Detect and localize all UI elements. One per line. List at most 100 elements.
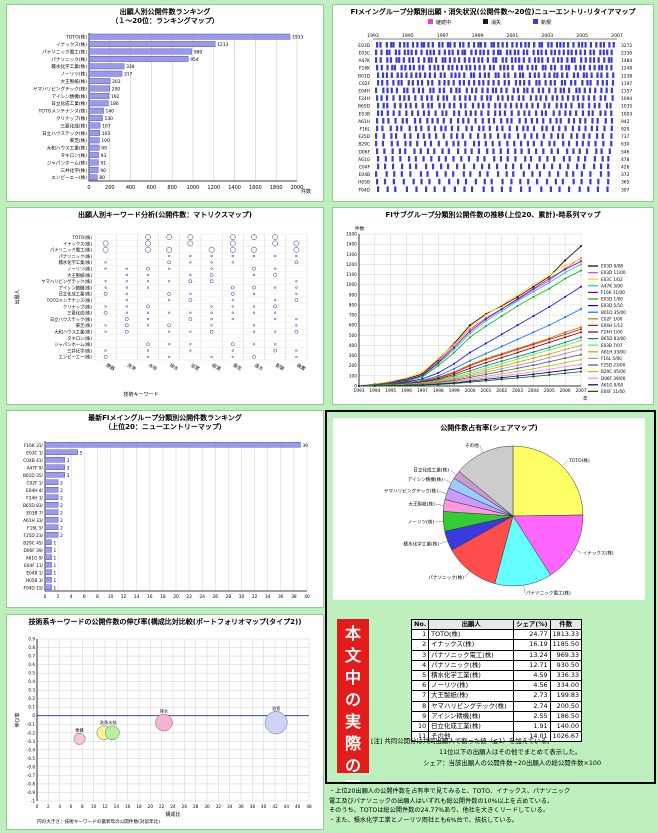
entry-mark — [487, 118, 490, 124]
matrix-bubble — [189, 273, 192, 277]
entry-mark — [572, 95, 575, 101]
entry-mark — [589, 57, 592, 63]
entry-mark — [538, 156, 541, 162]
entry-mark — [527, 42, 530, 48]
applicant-label: アイシン精機(株) — [59, 284, 93, 291]
matrix-bubble — [272, 234, 279, 240]
category-label: E04B 1/ — [26, 570, 43, 576]
entry-mark — [481, 163, 484, 170]
entry-mark — [381, 72, 385, 78]
data-point — [469, 374, 471, 377]
entry-mark — [565, 64, 568, 71]
actual-page-example-label: 本文中の実際の頁例 — [337, 619, 369, 782]
data-point — [484, 378, 487, 381]
entry-mark — [415, 102, 418, 109]
cell-applicant: 大王製紙(株) — [428, 690, 515, 702]
header-applicant: 出願人 — [428, 618, 515, 631]
bar — [44, 449, 78, 456]
entry-mark — [503, 64, 506, 71]
entry-mark — [395, 57, 398, 63]
table-row: 5 積水化学工業(株) 4.59 336.33 — [410, 669, 583, 682]
matrix-bubble — [252, 343, 256, 346]
entry-mark — [375, 133, 378, 139]
entry-mark — [445, 95, 449, 101]
entry-mark — [427, 125, 430, 132]
bar — [44, 509, 59, 515]
entry-mark — [409, 133, 412, 139]
data-point — [548, 279, 551, 282]
entry-mark — [417, 57, 420, 63]
entry-mark — [529, 156, 533, 162]
data-point — [516, 376, 519, 379]
data-point — [564, 357, 567, 360]
entry-mark — [610, 125, 613, 132]
y-tick-label: 0 — [32, 713, 35, 718]
entry-mark — [586, 80, 589, 86]
data-point — [548, 364, 551, 367]
bar-value-label: 192 — [111, 94, 120, 100]
entry-mark — [427, 110, 430, 116]
entry-mark — [393, 64, 397, 71]
matrix-bubble — [104, 280, 107, 283]
entry-mark — [587, 140, 590, 147]
entry-mark — [500, 186, 503, 192]
entry-mark — [568, 186, 571, 192]
entry-mark — [539, 95, 542, 101]
matrix-bubble — [104, 286, 107, 289]
y-tick-label: -0.7 — [27, 773, 36, 778]
entry-mark — [496, 163, 499, 170]
entry-mark — [572, 118, 576, 124]
entry-mark — [427, 57, 430, 63]
entry-mark — [505, 171, 508, 177]
entry-mark — [511, 42, 514, 48]
entry-mark — [445, 110, 448, 116]
x-tick-label: 1993 — [354, 388, 365, 394]
data-point — [532, 315, 535, 317]
entry-mark — [560, 57, 563, 63]
legend-label: F16K 11/00 — [601, 290, 625, 295]
data-point — [516, 348, 519, 351]
entry-mark — [464, 148, 467, 154]
entry-mark — [587, 110, 590, 116]
applicant-label: TOTO(株) — [71, 234, 92, 241]
data-point — [580, 339, 582, 342]
bar — [44, 494, 59, 500]
entry-mark — [470, 125, 473, 132]
bar — [44, 524, 59, 530]
slice-label: パナソニック電工(株) — [526, 590, 571, 597]
entry-mark — [488, 64, 492, 71]
matrix-bubble — [294, 329, 299, 334]
bar-value-label: 1 — [54, 585, 57, 591]
bar-value-label: 2 — [60, 533, 63, 539]
matrix-bubble — [274, 330, 277, 333]
data-point — [421, 378, 424, 380]
entry-mark — [523, 87, 526, 94]
entry-mark — [605, 80, 608, 86]
data-point — [564, 348, 567, 351]
data-point — [548, 373, 551, 376]
slice-label: イナックス(株) — [583, 549, 614, 556]
keyword-matrix-title: 出願人別キーワード分析(公開件数：マトリクスマップ) — [78, 211, 252, 219]
cell-applicant: TOTO(株) — [428, 629, 515, 641]
row-total: 942 — [621, 119, 630, 125]
bar — [88, 152, 99, 158]
entry-mark — [426, 95, 429, 101]
entry-mark — [561, 95, 564, 101]
row-label: A61G — [358, 157, 371, 163]
x-tick-label: 38 — [250, 804, 256, 809]
data-point — [564, 271, 567, 274]
entry-mark — [528, 57, 531, 63]
bar-value-label: 1 — [54, 578, 57, 584]
share-pie-box: 公開件数占有率(シェアマップ) TOTO(株) イナックス(株) パナソニック電工(… — [333, 418, 645, 600]
row-total: 630 — [621, 142, 630, 148]
bar — [44, 516, 59, 523]
row-total: 1484 — [621, 58, 632, 64]
entry-mark — [457, 178, 460, 185]
entry-mark — [554, 178, 557, 185]
entry-mark — [474, 178, 477, 185]
entry-mark — [610, 118, 614, 124]
row-label: C02F — [359, 81, 371, 87]
entry-mark — [437, 140, 440, 147]
entry-mark — [489, 95, 492, 101]
entry-mark — [505, 87, 508, 94]
